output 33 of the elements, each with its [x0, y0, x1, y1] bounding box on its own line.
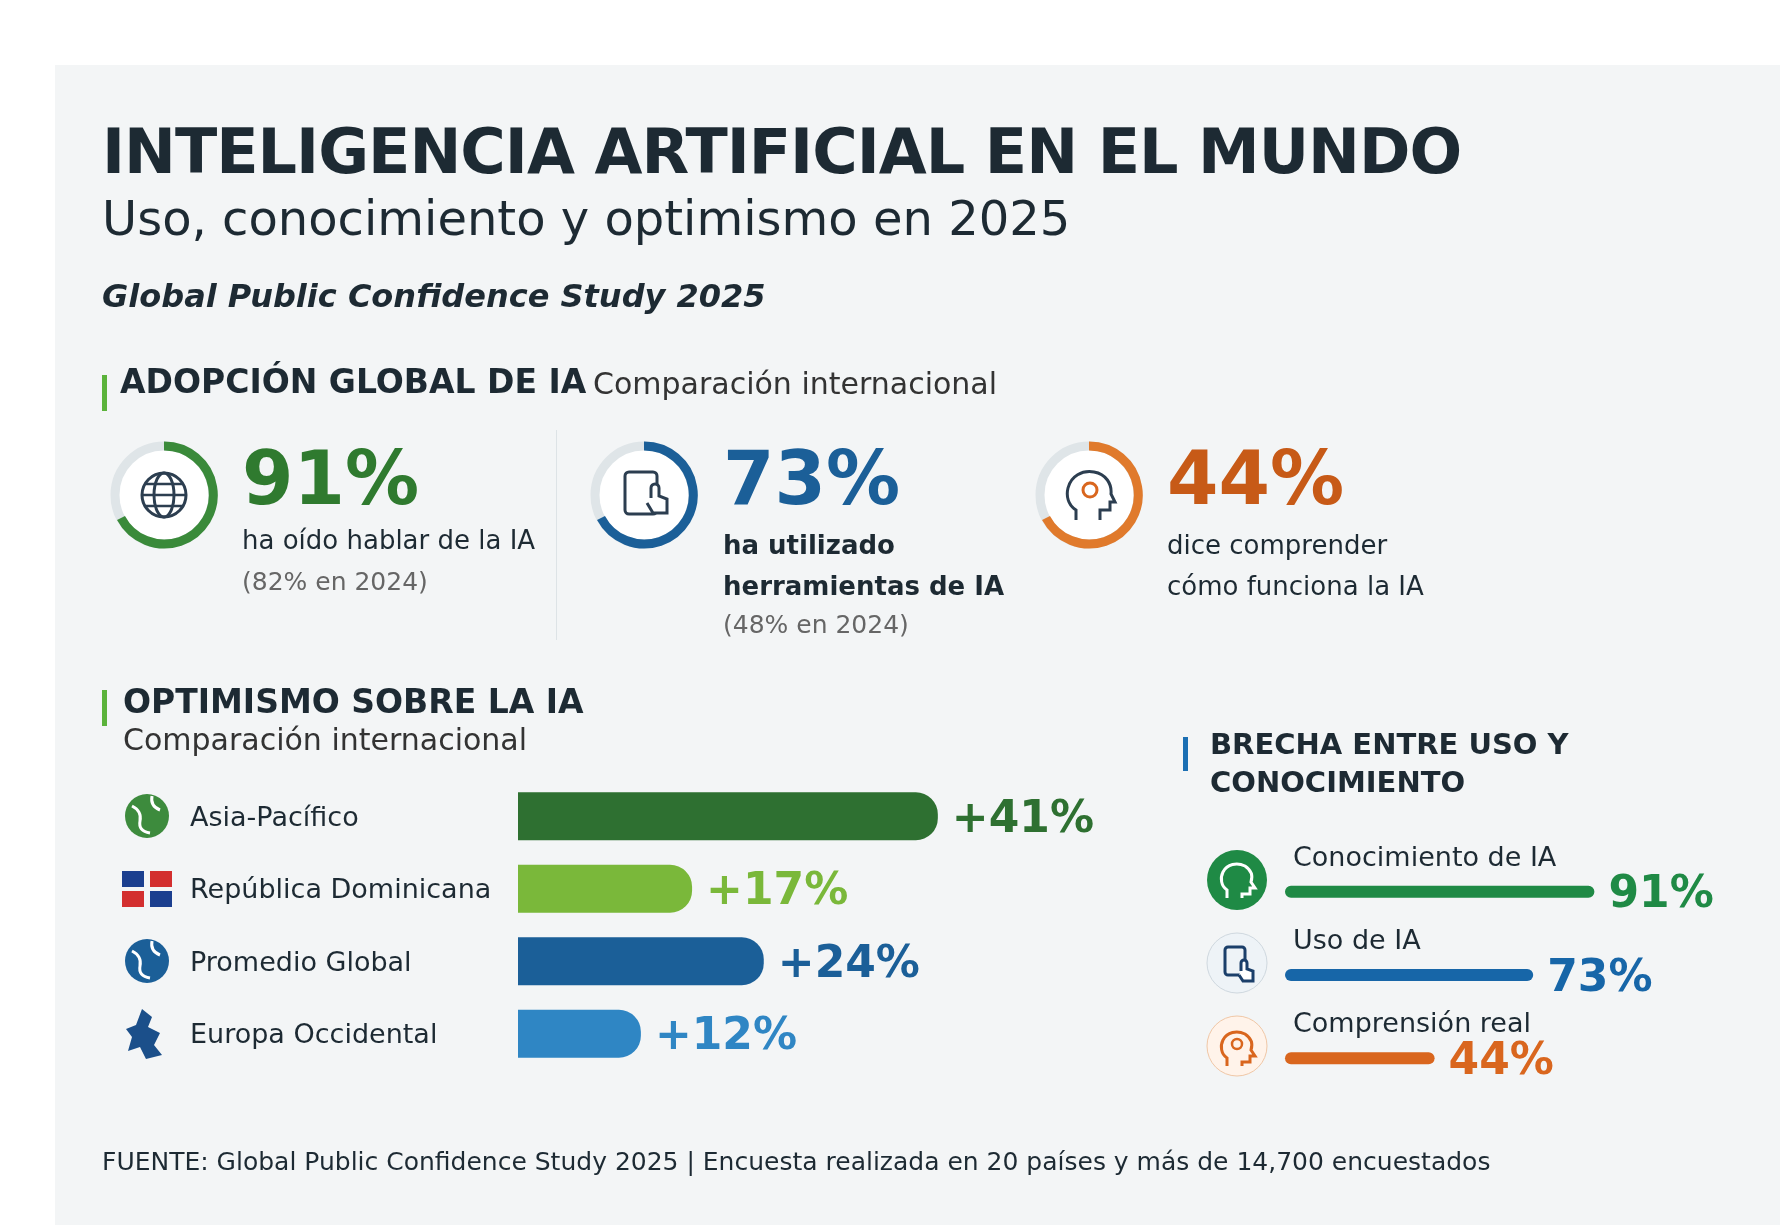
text: Comparación internacional	[593, 366, 998, 401]
data-label: 91%	[1608, 866, 1714, 918]
data-label: +24%	[777, 935, 920, 987]
text: 91%	[242, 435, 420, 521]
y-tick-label: República Dominicana	[190, 873, 492, 905]
chart-title: OPTIMISMO SOBRE LA IA	[123, 682, 585, 721]
bar	[518, 792, 938, 841]
data-label: +12%	[654, 1008, 798, 1060]
text: INTELIGENCIA ARTIFICIAL EN EL MUNDO	[102, 115, 1462, 188]
text: ha utilizado herramientas de IA	[723, 529, 1006, 603]
chart-title: BRECHA ENTRE USO Y CONOCIMIENTO	[1210, 727, 1579, 799]
y-tick-label: Promedio Global	[190, 945, 412, 977]
text: 73%	[723, 435, 901, 521]
text: (82% en 2024)	[242, 567, 428, 596]
y-tick-label: Asia-Pacífico	[190, 800, 359, 832]
source-note: FUENTE: Global Public Confidence Study 2025 | Encuesta realizada en 20 países y más de 14,700 encuestados	[102, 1147, 1491, 1176]
data-label: +41%	[951, 790, 1095, 842]
text: 44%	[1167, 435, 1345, 521]
y-tick-label: Europa Occidental	[190, 1018, 438, 1050]
text: (48% en 2024)	[723, 610, 909, 639]
chart-subtitle: Comparación internacional	[123, 721, 528, 757]
bar	[518, 1009, 641, 1058]
y-tick-label: Conocimiento de IA	[1293, 840, 1557, 872]
data-label: 73%	[1547, 949, 1653, 1001]
text: Uso, conocimiento y optimismo en 2025	[102, 190, 1071, 246]
bar	[518, 864, 693, 913]
data-label: +17%	[706, 863, 849, 915]
text: dice comprender cómo funciona la IA	[1167, 529, 1425, 603]
bar	[518, 937, 764, 986]
y-tick-label: Uso de IA	[1293, 924, 1422, 955]
text: ha oído hablar de la IA	[242, 525, 536, 555]
text: Global Public Confidence Study 2025	[102, 277, 766, 315]
text: ADOPCIÓN GLOBAL DE IA	[120, 362, 587, 401]
